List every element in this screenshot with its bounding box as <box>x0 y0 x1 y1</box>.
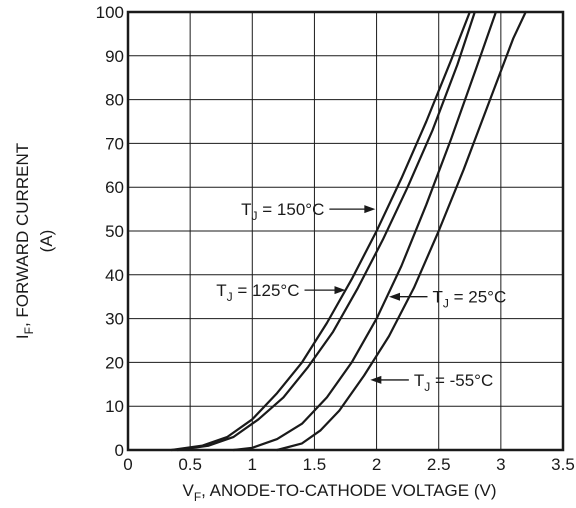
series-label: TJ = 25°C <box>433 288 507 311</box>
y-tick-label: 0 <box>115 441 124 460</box>
series-label-main: T <box>433 288 443 307</box>
series-label-main: T <box>241 200 251 219</box>
series-label-rest: = 25°C <box>449 288 506 307</box>
x-tick-label: 2 <box>372 455 381 474</box>
series-curve-0 <box>170 10 471 452</box>
series-label-sub: J <box>227 290 233 304</box>
y-tick-label: 80 <box>105 91 124 110</box>
y-tick-label: 10 <box>105 397 124 416</box>
series-label-rest: = 150°C <box>258 200 325 219</box>
series-annotation-3: TJ = -55°C <box>370 371 493 394</box>
y-axis-title-line2: (A) <box>37 230 56 253</box>
y-tick-label: 20 <box>105 353 124 372</box>
series-label-sub: J <box>252 209 258 223</box>
arrowhead <box>389 292 400 301</box>
x-axis-title-rest: , ANODE-TO-CATHODE VOLTAGE (V) <box>201 481 496 500</box>
series-annotation-2: TJ = 25°C <box>389 288 506 311</box>
y-axis-title: IF, FORWARD CURRENT (A) <box>13 143 56 339</box>
x-tick-label: 1.5 <box>303 455 327 474</box>
series-label: TJ = 125°C <box>216 281 299 304</box>
y-tick-label: 50 <box>105 222 124 241</box>
series-label: TJ = 150°C <box>241 200 324 223</box>
y-tick-label: 70 <box>105 134 124 153</box>
curve-layer <box>170 10 527 452</box>
series-curve-3 <box>276 10 527 452</box>
x-tick-label: 0 <box>123 455 132 474</box>
y-tick-label: 40 <box>105 266 124 285</box>
y-tick-label: 100 <box>96 3 124 22</box>
arrowhead <box>370 375 382 384</box>
y-axis-title-sub: F <box>22 327 36 334</box>
x-axis-title: VF, ANODE-TO-CATHODE VOLTAGE (V) <box>182 481 496 504</box>
y-tick-label: 30 <box>105 310 124 329</box>
series-annotation-0: TJ = 150°C <box>241 200 376 223</box>
series-curve-1 <box>176 10 476 452</box>
x-tick-label: 2.5 <box>427 455 451 474</box>
series-label-rest: = 125°C <box>233 281 300 300</box>
y-axis-title-line1: IF, FORWARD CURRENT <box>13 143 36 339</box>
plot-frame <box>126 10 565 452</box>
series-label-main: T <box>216 281 226 300</box>
x-tick-label: 0.5 <box>178 455 202 474</box>
y-axis-title-main: I <box>13 334 32 339</box>
series-annotation-1: TJ = 125°C <box>216 281 346 304</box>
x-axis-title-sub: F <box>194 490 201 504</box>
y-tick-label: 60 <box>105 178 124 197</box>
annotation-layer: TJ = 150°CTJ = 125°C TJ = 25°CTJ = -55°C <box>216 200 506 394</box>
series-label-main: T <box>414 371 424 390</box>
series-label-sub: J <box>443 297 449 311</box>
series-label: TJ = -55°C <box>414 371 493 394</box>
arrowhead <box>334 286 346 295</box>
x-tick-label: 3.5 <box>551 455 575 474</box>
series-curve-2 <box>232 10 497 452</box>
series-label-rest: = -55°C <box>430 371 493 390</box>
arrowhead <box>364 205 376 214</box>
x-axis-title-main: V <box>182 481 194 500</box>
x-tick-label: 1 <box>248 455 257 474</box>
y-axis-title-rest: , FORWARD CURRENT <box>13 143 32 327</box>
x-tick-label: 3 <box>496 455 505 474</box>
tick-label-layer: 0 0.5 1 1.5 2 2.5 3 3.5 0 10 20 30 40 50 60 70 80 90 100 <box>96 3 575 474</box>
y-tick-label: 90 <box>105 47 124 66</box>
series-label-sub: J <box>424 380 430 394</box>
